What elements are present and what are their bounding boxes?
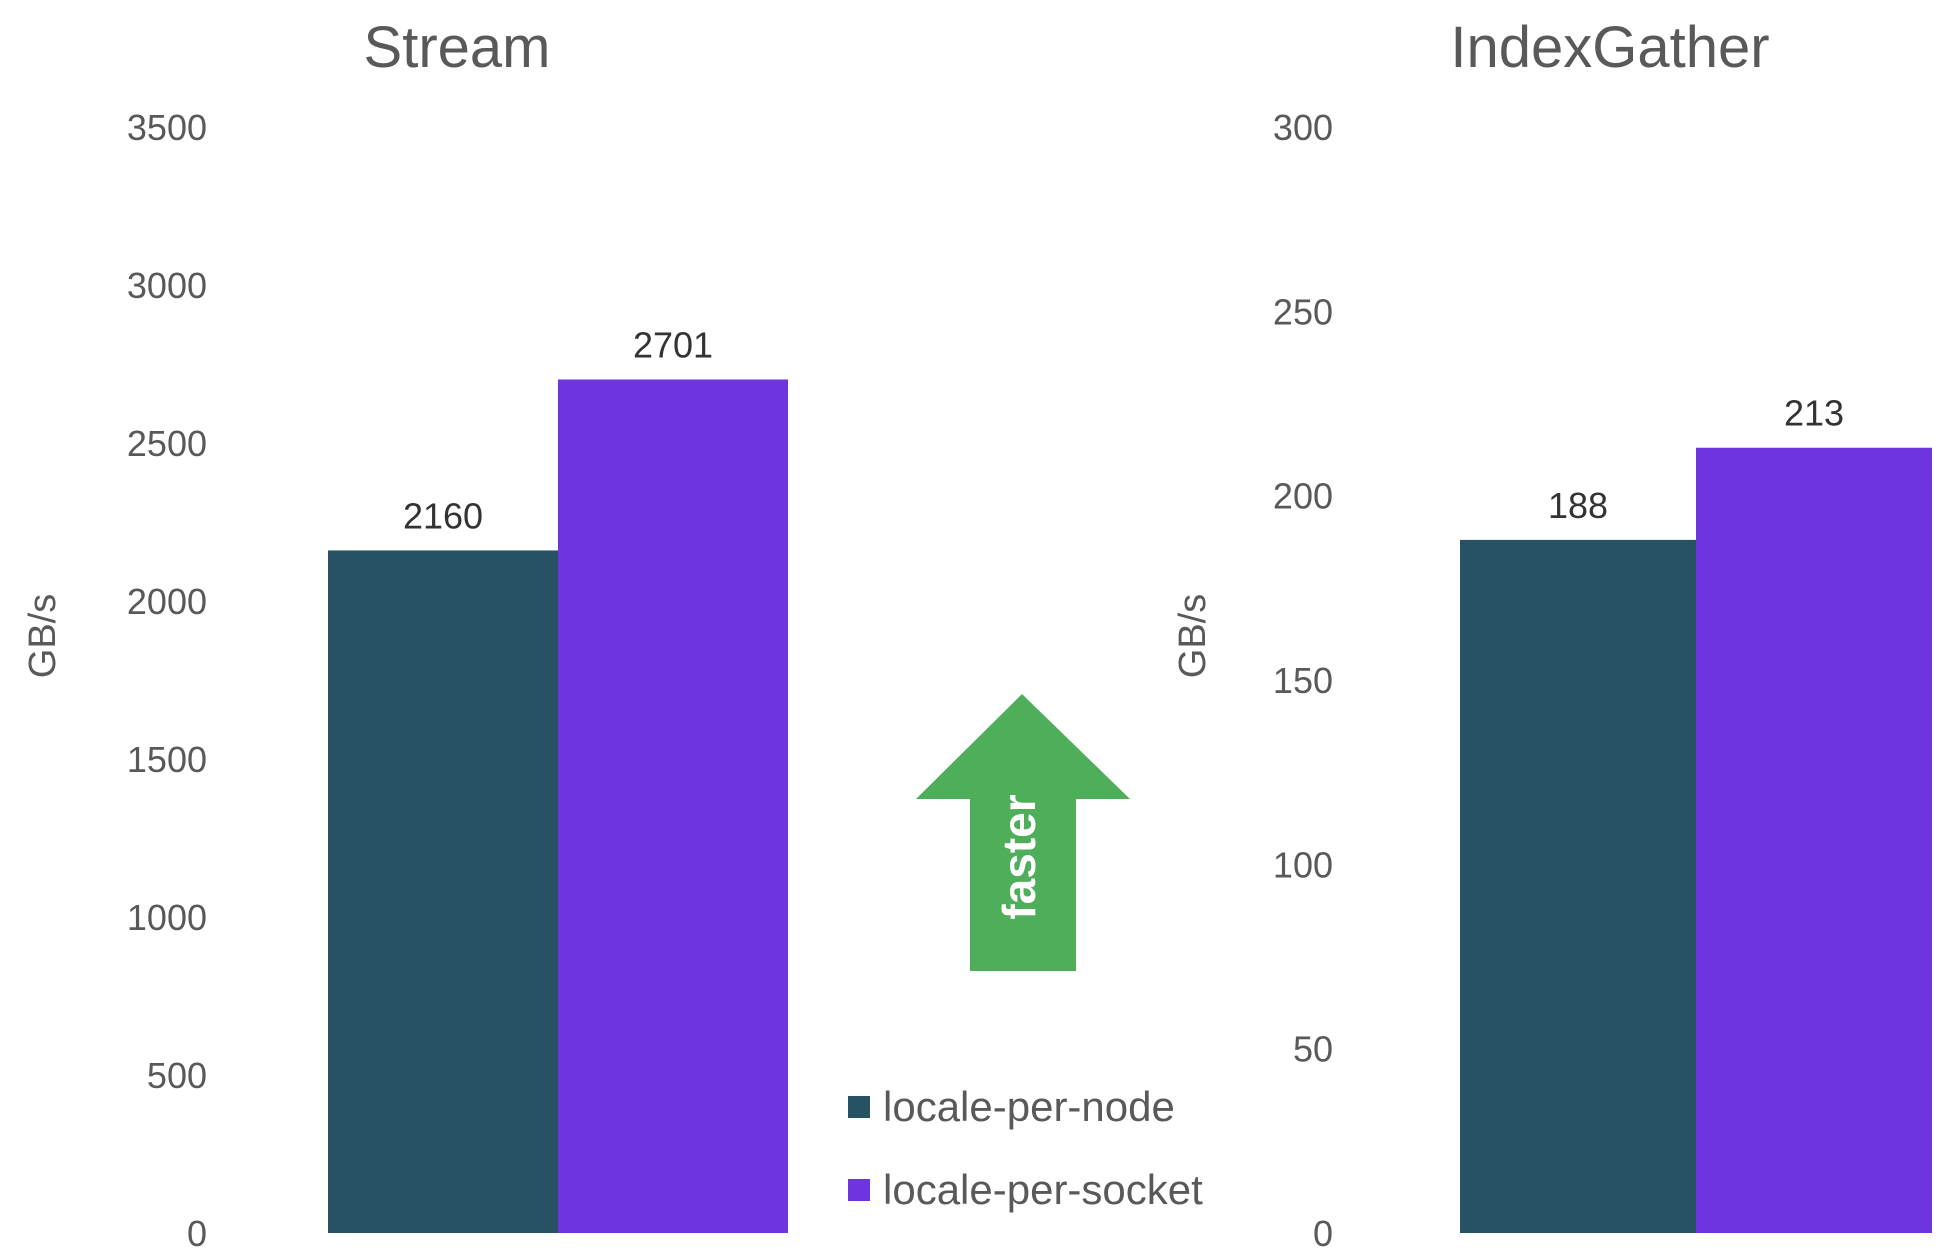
indexgather-y-tick-label: 200 [1273,476,1333,517]
stream-chart: Stream GB/s 0 500 1000 1500 2000 2500 3000 3500… [22,15,788,1254]
legend-swatch-locale-per-socket [848,1179,870,1201]
stream-y-tick-label: 1000 [127,897,207,938]
faster-arrow-label: faster [993,794,1045,919]
legend-item-locale-per-socket: locale-per-socket [848,1166,1203,1213]
indexgather-data-label-locale-per-node: 188 [1548,485,1608,526]
indexgather-y-tick-label: 150 [1273,660,1333,701]
indexgather-y-tick-label: 50 [1293,1029,1333,1070]
indexgather-data-labels: 188 213 [1548,393,1844,526]
indexgather-bar-locale-per-node [1460,539,1696,1233]
stream-bars [328,379,788,1233]
up-arrow-icon [916,694,1130,971]
stream-bar-locale-per-socket [558,379,788,1233]
stream-bar-locale-per-node [328,550,558,1233]
stream-y-tick-label: 2000 [127,581,207,622]
indexgather-y-axis-label: GB/s [1172,594,1214,678]
legend-item-locale-per-node: locale-per-node [848,1083,1175,1130]
stream-y-tick-label: 2500 [127,423,207,464]
stream-y-tick-label: 500 [147,1055,207,1096]
stream-data-labels: 2160 2701 [403,324,713,536]
stream-data-label-locale-per-node: 2160 [403,495,483,536]
stream-chart-title: Stream [364,15,551,80]
indexgather-chart: IndexGather GB/s 0 50 100 150 200 250 300 188 2… [1172,15,1932,1254]
indexgather-y-tick-label: 250 [1273,291,1333,332]
stream-data-label-locale-per-socket: 2701 [633,324,713,365]
indexgather-y-tick-label: 300 [1273,107,1333,148]
legend: locale-per-node locale-per-socket [848,1083,1203,1213]
faster-arrow: faster [916,694,1130,971]
stream-y-ticks: 0 500 1000 1500 2000 2500 3000 3500 [127,107,207,1254]
indexgather-chart-title: IndexGather [1450,15,1769,80]
stream-y-tick-label: 3000 [127,265,207,306]
stream-y-tick-label: 1500 [127,739,207,780]
stream-y-axis-label: GB/s [22,594,64,678]
indexgather-y-tick-label: 100 [1273,844,1333,885]
stream-y-tick-label: 0 [187,1213,207,1254]
indexgather-bars [1460,447,1932,1233]
indexgather-data-label-locale-per-socket: 213 [1784,393,1844,434]
legend-label-locale-per-node: locale-per-node [883,1083,1175,1130]
legend-label-locale-per-socket: locale-per-socket [883,1166,1203,1213]
legend-swatch-locale-per-node [848,1096,870,1118]
indexgather-bar-locale-per-socket [1696,447,1932,1233]
indexgather-y-tick-label: 0 [1313,1213,1333,1254]
stream-y-tick-label: 3500 [127,107,207,148]
indexgather-y-ticks: 0 50 100 150 200 250 300 [1273,107,1333,1254]
